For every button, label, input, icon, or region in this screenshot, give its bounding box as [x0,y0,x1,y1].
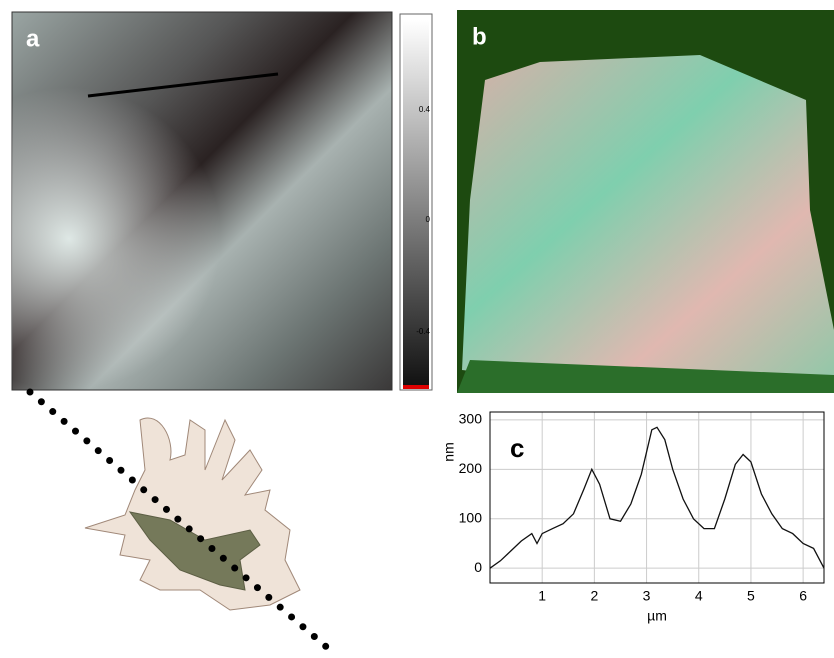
x-tick-label: 2 [590,588,598,604]
scale-label: 0 [426,215,431,224]
panel-label: b [472,23,487,50]
cell-diagram [30,392,330,650]
panel-label: a [26,25,40,52]
panel-a: a 0.4 0 -0.4 [12,12,432,390]
x-tick-label: 4 [695,588,703,604]
x-tick-label: 5 [747,588,755,604]
y-tick-label: 300 [459,411,483,427]
dotted-section-line [30,392,330,650]
x-tick-label: 3 [643,588,651,604]
panel-label: c [510,433,524,463]
scale-label: -0.4 [416,327,430,336]
x-tick-label: 6 [799,588,807,604]
panel-b: b [457,10,834,393]
profile-chart: 0 100 200 300 1 2 3 4 5 6 c µm nm [441,411,824,624]
terrain [462,55,834,385]
plot-area [490,412,824,583]
figure: a 0.4 0 -0.4 b 0 100 200 300 1 2 3 4 5 6 c µm nm [0,0,834,653]
scale-label: 0.4 [419,105,431,114]
x-tick-label: 1 [538,588,546,604]
y-tick-label: 200 [459,460,483,476]
y-tick-label: 0 [474,559,482,575]
y-axis-label: nm [441,442,457,461]
colorbar-end [403,385,429,389]
cell-outline [85,418,300,610]
y-tick-label: 100 [459,509,483,525]
afm-highlight [12,12,392,390]
x-axis-label: µm [647,608,667,624]
